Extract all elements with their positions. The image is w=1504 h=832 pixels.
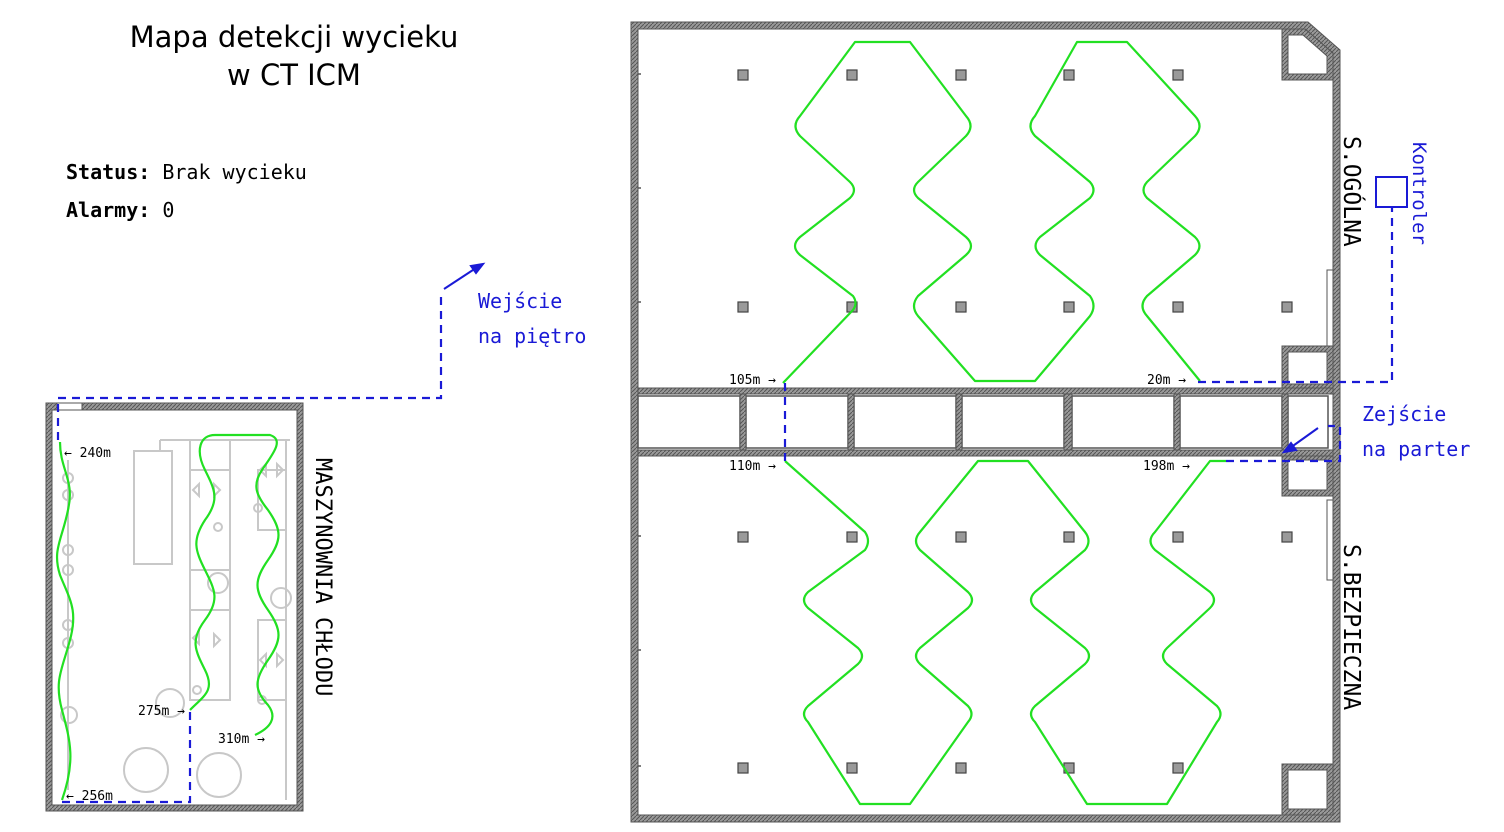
room-label-ogolna: S.OGÓLNA <box>1338 136 1366 247</box>
pillar <box>1063 301 1075 313</box>
arrow-downstairs-icon <box>1281 427 1319 454</box>
status-label: Status: <box>66 160 151 184</box>
alarms-value: 0 <box>162 198 175 222</box>
marker-20m: 20m → <box>1147 373 1186 388</box>
pillar <box>846 69 858 81</box>
marker-240m: ← 240m <box>64 446 111 461</box>
pillar <box>1172 301 1184 313</box>
marker-110m: 110m → <box>729 459 776 474</box>
pillar <box>846 762 858 774</box>
pillar <box>955 69 967 81</box>
pillar <box>1281 301 1293 313</box>
pillar <box>1172 762 1184 774</box>
status-value: Brak wycieku <box>162 160 307 184</box>
pillar <box>737 531 749 543</box>
pillar <box>955 531 967 543</box>
room-label-maszynownia: MASZYNOWNIA CHŁODU <box>310 458 335 696</box>
pillar <box>1172 69 1184 81</box>
room-label-bezpieczna: S.BEZPIECZNA <box>1338 544 1364 710</box>
corner-shafts <box>1281 28 1334 816</box>
marker-310m: 310m → <box>218 732 265 747</box>
marker-256m: ← 256m <box>66 789 113 804</box>
left-wall-ticks <box>638 73 641 767</box>
pillar <box>737 762 749 774</box>
main-building-walls <box>630 21 1341 823</box>
pillar <box>955 301 967 313</box>
sensor-cable-bezpieczna <box>784 459 1226 806</box>
downstairs-label-line1: Zejście <box>1362 402 1446 426</box>
pillar <box>1063 531 1075 543</box>
controller-label: Kontroler <box>1408 142 1430 245</box>
machine-room-walls <box>45 402 304 812</box>
page-title: Mapa detekcji wycieku w CT ICM <box>84 18 504 94</box>
pillar <box>1063 69 1075 81</box>
title-line-1: Mapa detekcji wycieku <box>129 20 459 54</box>
marker-275m: 275m → <box>138 704 185 719</box>
arrow-upstairs-icon <box>443 262 486 290</box>
alarms-label: Alarmy: <box>66 198 151 222</box>
upstairs-label-line2: na piętro <box>478 324 586 348</box>
pillar <box>737 69 749 81</box>
sensor-cable-ogolna <box>782 40 1201 384</box>
marker-105m: 105m → <box>729 373 776 388</box>
pillar <box>737 301 749 313</box>
sensor-cable-maszynownia <box>55 433 280 801</box>
pillar <box>1172 531 1184 543</box>
controller-box[interactable] <box>1375 176 1408 208</box>
pillar <box>846 531 858 543</box>
pillar <box>1281 531 1293 543</box>
pillar <box>955 762 967 774</box>
upstairs-label-line1: Wejście <box>478 289 562 313</box>
cable-routes-maszynownia <box>56 292 443 804</box>
downstairs-label-line2: na parter <box>1362 437 1470 461</box>
pillars <box>737 69 1293 774</box>
corridor-cells <box>637 393 1329 451</box>
status-row: Status: Brak wycieku <box>66 160 307 184</box>
cable-routes-main <box>783 208 1394 463</box>
title-line-2: w CT ICM <box>227 58 361 92</box>
marker-198m: 198m → <box>1143 459 1190 474</box>
alarms-row: Alarmy: 0 <box>66 198 174 222</box>
